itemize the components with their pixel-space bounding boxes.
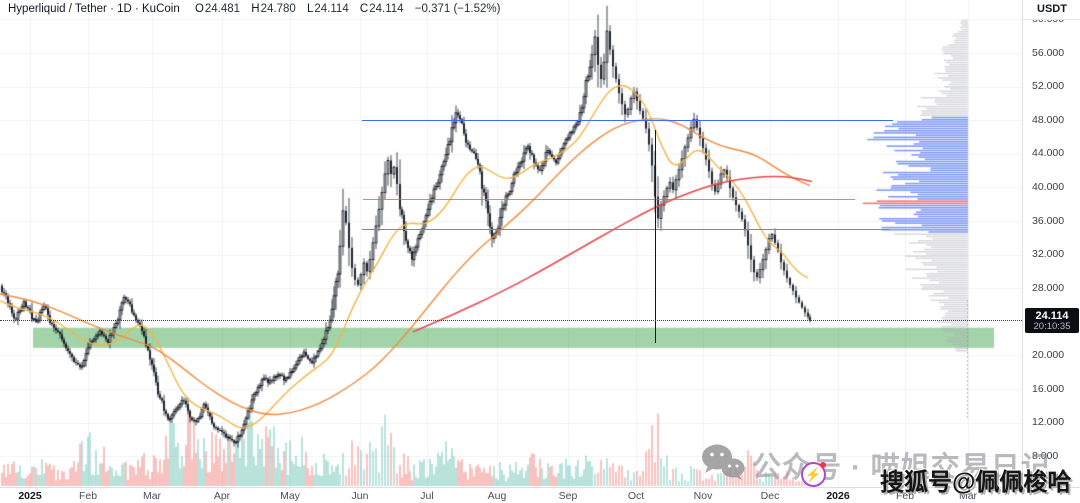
time-axis-label[interactable]: Apr (213, 490, 231, 502)
open-label: O (194, 3, 204, 15)
time-axis[interactable]: 2025 Feb Mar Apr May Jun Jul Aug Sep Oct Nov Dec 202… (0, 487, 1080, 503)
price-tick-label: 52.000 (1032, 80, 1065, 93)
price-tick-label: 16.000 (1032, 382, 1065, 395)
price-tick-label: 48.000 (1032, 113, 1065, 126)
sohu-watermark-text: 搜狐号@佩佩梭哈 (880, 469, 1072, 496)
resistance-line-upper-blue[interactable] (362, 119, 893, 121)
vertical-event-line[interactable] (655, 130, 656, 343)
price-axis[interactable]: USDT 60.00056.00052.00048.00044.00040.00… (1022, 0, 1080, 503)
time-axis-label[interactable]: Sep (558, 490, 578, 502)
symbol-title[interactable]: Hyperliquid / Tether · 1D · KuCoin (8, 3, 180, 15)
volume-profile[interactable] (870, 20, 968, 355)
price-tick-label: 40.000 (1032, 180, 1065, 193)
time-axis-label[interactable]: Feb (78, 490, 98, 502)
last-price-value: 24.114 (1035, 309, 1069, 322)
time-axis-label[interactable]: Dec (760, 490, 780, 502)
low-label: L (306, 3, 314, 15)
boost-lightning-badge[interactable]: ⚡ (801, 462, 826, 487)
support-zone-band[interactable] (33, 328, 994, 348)
current-price-line (0, 319, 1022, 321)
price-tick-label: 56.000 (1032, 46, 1065, 59)
lightning-icon: ⚡ (805, 467, 822, 482)
high-label: H (251, 3, 260, 15)
time-axis-label[interactable]: Mar (142, 490, 162, 502)
price-tick-label: 44.000 (1032, 147, 1065, 160)
close-label: C (359, 3, 369, 15)
time-axis-label[interactable]: May (280, 490, 300, 502)
price-tick-label: 36.000 (1032, 214, 1065, 227)
bar-countdown: 20:10:35 (1033, 320, 1071, 332)
time-axis-label[interactable]: Jun (351, 490, 369, 502)
price-tick-label: 8.000 (1032, 449, 1059, 462)
price-tick-label: 12.000 (1032, 416, 1065, 429)
time-axis-label[interactable]: Nov (693, 490, 713, 502)
price-tick-label: 32.000 (1032, 248, 1065, 261)
time-axis-label[interactable]: Aug (487, 490, 507, 502)
low-value: 24.114 (314, 3, 349, 15)
last-price-badge: 24.114 20:10:35 (1025, 308, 1079, 334)
time-axis-label[interactable]: Mar (958, 490, 978, 502)
time-axis-label[interactable]: Jul (420, 490, 434, 502)
time-axis-label[interactable]: 2025 (18, 490, 42, 502)
price-tick-label: 20.000 (1032, 348, 1065, 361)
currency-label[interactable]: USDT (1023, 0, 1080, 20)
support-line-lower-blue[interactable] (362, 228, 890, 230)
high-value: 24.780 (260, 3, 296, 15)
time-axis-label[interactable]: Feb (895, 490, 915, 502)
notification-dot (820, 462, 826, 468)
change-value: −0.371 (−1.52%) (414, 3, 501, 15)
horizontal-line-red[interactable] (363, 199, 855, 201)
time-axis-label[interactable]: 2026 (826, 490, 850, 502)
symbol-info-bar[interactable]: Hyperliquid / Tether · 1D · KuCoin O24.4… (8, 3, 500, 15)
time-axis-label[interactable]: Oct (627, 490, 645, 502)
open-value: 24.481 (204, 3, 241, 15)
wechat-icon (698, 442, 748, 487)
close-value: 24.114 (369, 3, 404, 15)
price-tick-label: 28.000 (1032, 281, 1065, 294)
